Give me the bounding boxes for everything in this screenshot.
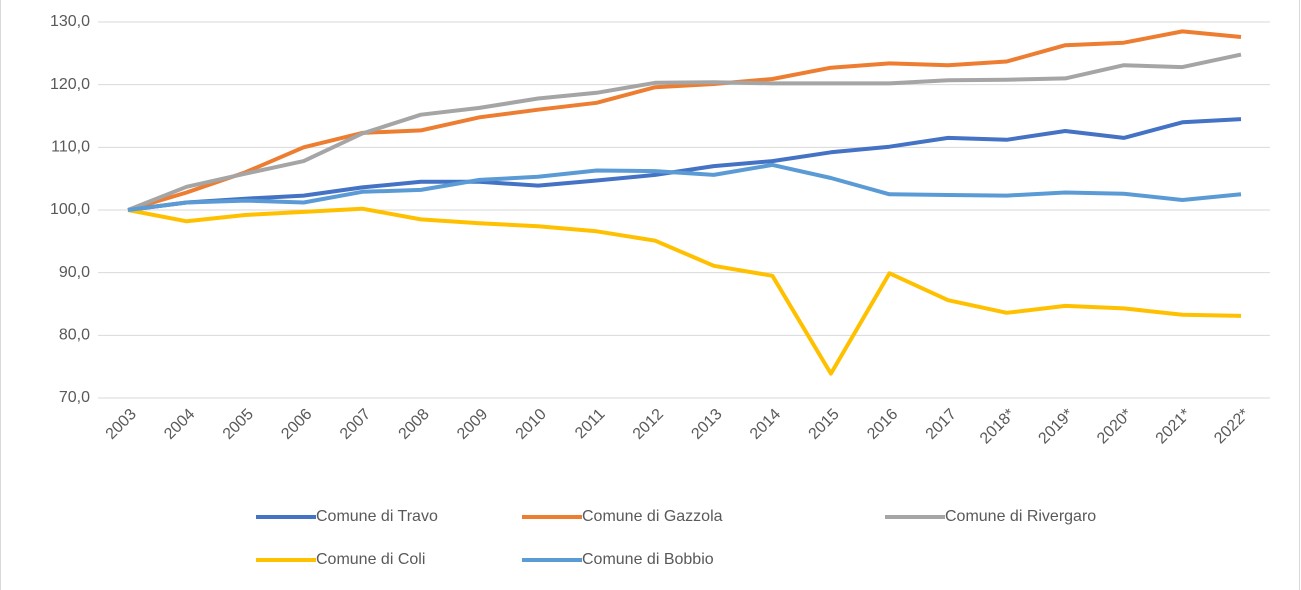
y-tick-label: 100,0 bbox=[50, 201, 90, 218]
x-tick-label: 2018* bbox=[977, 406, 1019, 448]
x-tick-label: 2007 bbox=[337, 406, 374, 443]
x-tick-label: 2020* bbox=[1094, 406, 1136, 448]
x-tick-label: 2021* bbox=[1153, 406, 1195, 448]
legend-label: Comune di Coli bbox=[316, 551, 425, 568]
x-tick-label: 2011 bbox=[572, 406, 608, 442]
y-tick-label: 90,0 bbox=[59, 264, 90, 281]
x-tick-label: 2019* bbox=[1035, 406, 1077, 448]
series-line bbox=[127, 52, 1242, 212]
series-line bbox=[127, 162, 1242, 212]
y-tick-label: 120,0 bbox=[50, 76, 90, 93]
x-tick-label: 2015 bbox=[806, 406, 843, 443]
x-tick-label: 2013 bbox=[688, 406, 725, 443]
x-tick-label: 2008 bbox=[396, 406, 433, 443]
x-tick-label: 2022* bbox=[1211, 406, 1253, 448]
legend-label: Comune di Gazzola bbox=[582, 508, 723, 525]
series-line bbox=[127, 117, 1242, 212]
y-tick-label: 110,0 bbox=[51, 139, 90, 156]
x-tick-label: 2005 bbox=[220, 406, 257, 443]
x-tick-label: 2006 bbox=[278, 406, 315, 443]
y-tick-label: 130,0 bbox=[50, 13, 90, 30]
x-tick-label: 2004 bbox=[161, 406, 198, 443]
series-line bbox=[127, 29, 1242, 212]
x-tick-label: 2016 bbox=[864, 406, 901, 443]
y-tick-label: 70,0 bbox=[59, 389, 90, 406]
x-tick-label: 2017 bbox=[923, 406, 960, 443]
x-tick-label: 2010 bbox=[513, 406, 550, 443]
legend-label: Comune di Travo bbox=[316, 508, 438, 525]
y-tick-label: 80,0 bbox=[59, 327, 90, 344]
legend-label: Comune di Bobbio bbox=[582, 551, 714, 568]
x-tick-label: 2003 bbox=[103, 406, 140, 443]
series-line bbox=[127, 206, 1242, 376]
x-tick-label: 2009 bbox=[454, 406, 491, 443]
x-tick-label: 2014 bbox=[747, 406, 784, 443]
x-tick-label: 2012 bbox=[630, 406, 667, 443]
legend-label: Comune di Rivergaro bbox=[945, 508, 1096, 525]
